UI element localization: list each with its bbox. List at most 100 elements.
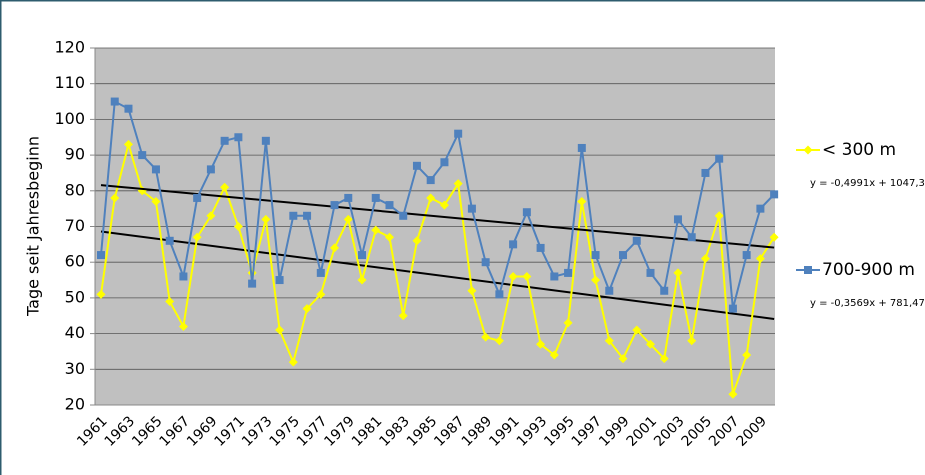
data-point (715, 154, 724, 163)
data-point (509, 240, 518, 249)
data-point (206, 165, 215, 174)
y-tick-label: 90 (65, 145, 85, 164)
data-point (687, 233, 696, 242)
trendline (100, 230, 775, 320)
data-point (151, 165, 160, 174)
data-point (453, 179, 463, 189)
data-point (604, 336, 614, 346)
data-point (261, 136, 270, 145)
legend-label: 700-900 m (822, 260, 915, 280)
data-point (632, 236, 641, 245)
data-point (687, 336, 697, 346)
data-point (330, 243, 340, 253)
data-point (618, 354, 628, 364)
data-point (619, 251, 628, 260)
data-point (289, 211, 298, 220)
data-point (123, 139, 133, 149)
data-point (770, 190, 779, 199)
data-point (303, 211, 312, 220)
data-point (522, 271, 532, 281)
data-point (97, 251, 105, 260)
data-point (357, 275, 367, 285)
y-tick-label: 20 (65, 395, 85, 414)
data-point (577, 197, 587, 207)
data-point (371, 193, 380, 202)
data-point (344, 193, 353, 202)
data-point (316, 268, 325, 277)
data-point (605, 286, 614, 295)
data-point (220, 136, 229, 145)
data-point (399, 211, 408, 220)
data-point (179, 272, 188, 281)
data-point (234, 133, 243, 142)
data-point (742, 350, 752, 360)
data-point (192, 232, 202, 242)
data-point (178, 321, 188, 331)
data-point (288, 357, 298, 367)
trendline-label: y = -0,3569x + 781,47 (810, 298, 925, 309)
data-point (316, 289, 326, 299)
trendline (100, 184, 775, 249)
y-tick-label: 120 (54, 38, 85, 57)
data-point (591, 251, 600, 260)
data-point (700, 254, 710, 264)
data-point (220, 182, 230, 192)
data-point (481, 332, 491, 342)
data-point (467, 204, 476, 213)
data-point (522, 208, 531, 217)
data-point (233, 222, 243, 231)
data-point (412, 236, 422, 246)
data-point (96, 289, 106, 299)
data-point (756, 204, 765, 213)
data-point (110, 193, 120, 203)
data-point (549, 350, 559, 360)
data-point (440, 158, 449, 167)
y-tick-label: 80 (65, 180, 85, 199)
data-point (261, 214, 271, 224)
data-point (481, 258, 490, 267)
data-point (110, 97, 119, 106)
data-point (358, 251, 367, 260)
series-line (100, 140, 775, 395)
data-point (701, 168, 710, 177)
data-point (659, 354, 669, 364)
data-point (673, 215, 682, 224)
data-point (439, 200, 449, 210)
data-point (550, 272, 559, 281)
legend-marker (804, 266, 812, 274)
data-point (165, 296, 175, 306)
data-point (755, 254, 765, 264)
data-point (193, 193, 202, 202)
data-point (742, 251, 751, 260)
data-point (714, 211, 724, 221)
y-tick-label: 110 (54, 73, 85, 92)
data-point (564, 268, 573, 277)
data-point (454, 129, 463, 138)
data-point (536, 339, 546, 349)
data-point (728, 304, 737, 313)
data-point (165, 236, 174, 245)
data-point (591, 275, 601, 285)
data-point (302, 304, 312, 314)
data-point (426, 176, 435, 185)
data-point (206, 211, 216, 221)
data-point (124, 104, 133, 113)
data-point (384, 232, 394, 242)
y-axis-title: Tage seit Jahresbeginn (24, 136, 43, 317)
y-tick-label: 70 (65, 216, 85, 235)
data-point (371, 225, 381, 235)
legend-label: < 300 m (822, 140, 896, 160)
y-tick-label: 40 (65, 323, 85, 342)
data-point (275, 276, 284, 285)
legend-marker (803, 145, 813, 155)
data-point (646, 268, 655, 277)
y-tick-label: 30 (65, 359, 85, 378)
data-point (645, 339, 655, 349)
y-tick-label: 60 (65, 252, 85, 271)
data-point (248, 279, 257, 288)
data-point (151, 197, 161, 207)
y-tick-label: 100 (54, 109, 85, 128)
data-point (577, 143, 586, 152)
data-point (138, 151, 147, 160)
